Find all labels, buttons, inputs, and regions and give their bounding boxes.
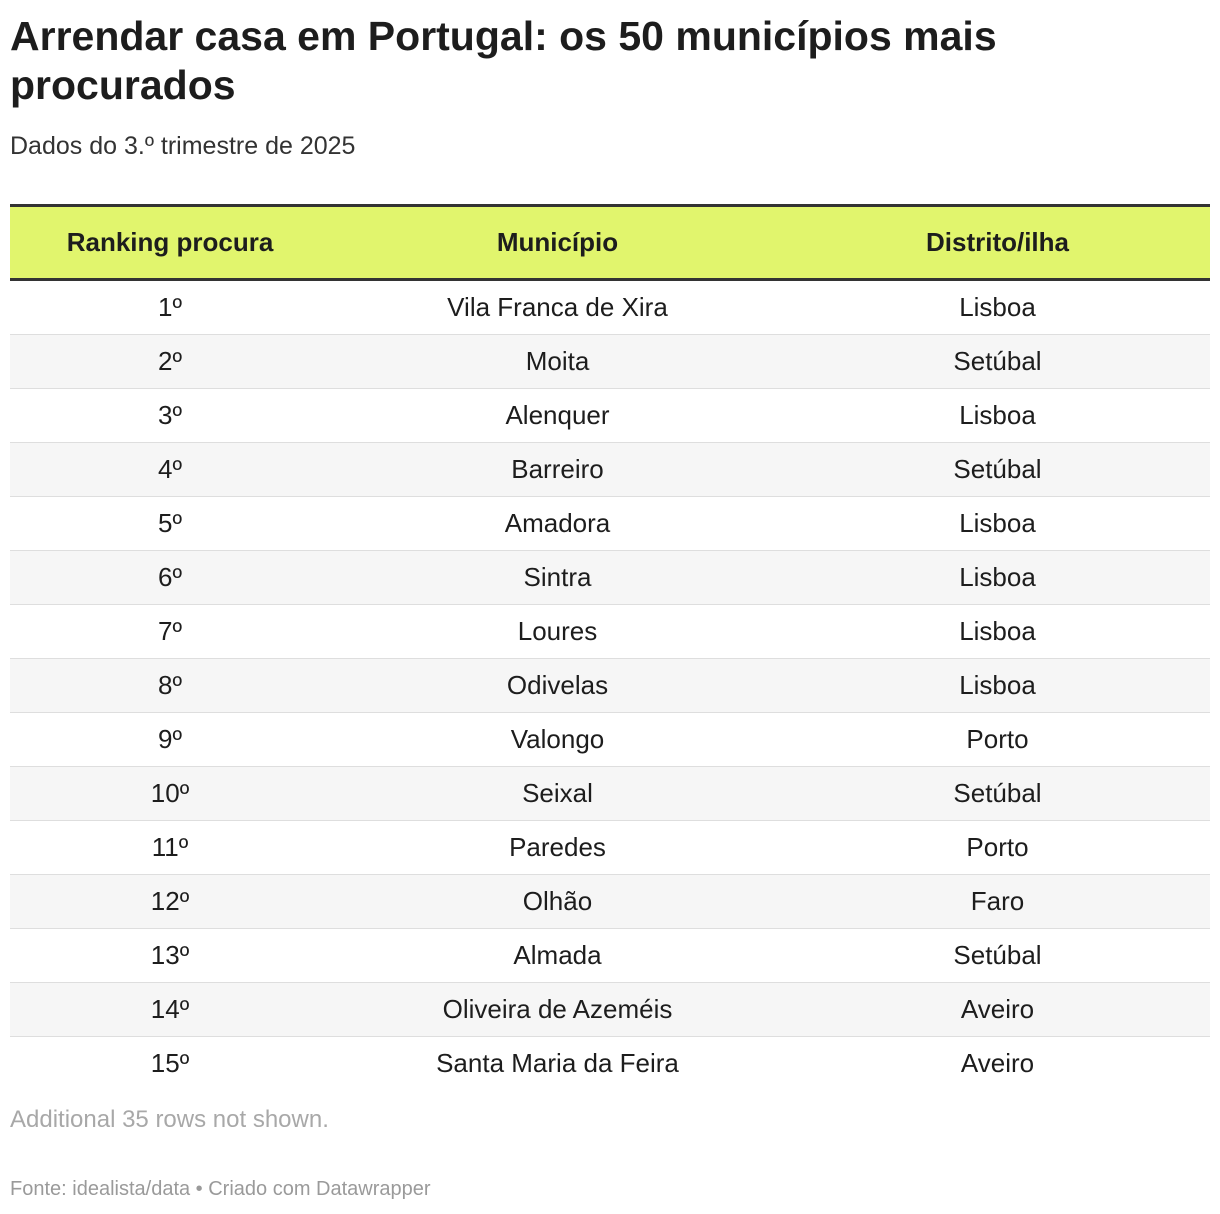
cell-distrito: Setúbal (953, 454, 1042, 484)
table-row: 8º Odivelas Lisboa (10, 659, 1210, 713)
cell-ranking: 8º (158, 670, 182, 700)
cell-ranking: 13º (150, 940, 190, 970)
cell-municipio: Oliveira de Azeméis (442, 994, 673, 1024)
header-ranking: Ranking procura (66, 227, 274, 257)
chart-subtitle: Dados do 3.º trimestre de 2025 (10, 132, 356, 160)
cell-ranking: 14º (150, 994, 190, 1024)
cell-ranking: 15º (150, 1048, 190, 1078)
cell-municipio: Alenquer (505, 400, 610, 430)
cell-municipio: Vila Franca de Xira (447, 292, 668, 322)
cell-municipio: Odivelas (506, 670, 609, 700)
cell-distrito: Setúbal (953, 940, 1042, 970)
table-row: 9º Valongo Porto (10, 713, 1210, 767)
cell-ranking: 6º (158, 562, 182, 592)
cell-distrito: Faro (970, 886, 1025, 916)
table-row: 3º Alenquer Lisboa (10, 389, 1210, 443)
table-row: 4º Barreiro Setúbal (10, 443, 1210, 497)
cell-municipio: Loures (517, 616, 598, 646)
cell-ranking: 2º (158, 346, 182, 376)
cell-ranking: 9º (158, 724, 182, 754)
table-row: 2º Moita Setúbal (10, 335, 1210, 389)
cell-ranking: 12º (150, 886, 190, 916)
table-row: 5º Amadora Lisboa (10, 497, 1210, 551)
cell-municipio: Seixal (522, 778, 593, 808)
cell-distrito: Aveiro (960, 994, 1035, 1024)
cell-ranking: 7º (158, 616, 182, 646)
cell-distrito: Porto (966, 724, 1029, 754)
table-row: 15º Santa Maria da Feira Aveiro (10, 1037, 1210, 1090)
table-row: 7º Loures Lisboa (10, 605, 1210, 659)
cell-municipio: Amadora (504, 508, 611, 538)
cell-distrito: Setúbal (953, 346, 1042, 376)
cell-distrito: Lisboa (959, 400, 1036, 430)
table-row: 13º Almada Setúbal (10, 929, 1210, 983)
rows-not-shown-note: Additional 35 rows not shown. (10, 1106, 329, 1133)
cell-municipio: Sintra (523, 562, 592, 592)
cell-distrito: Porto (966, 832, 1029, 862)
table-row: 1º Vila Franca de Xira Lisboa (10, 281, 1210, 335)
cell-distrito: Lisboa (959, 508, 1036, 538)
table-header: Ranking procura Município Distrito/ilha (10, 204, 1210, 281)
cell-municipio: Santa Maria da Feira (436, 1048, 679, 1078)
header-municipio: Município (496, 227, 619, 257)
cell-municipio: Moita (525, 346, 590, 376)
table-row: 14º Oliveira de Azeméis Aveiro (10, 983, 1210, 1037)
table-row: 10º Seixal Setúbal (10, 767, 1210, 821)
cell-ranking: 10º (150, 778, 190, 808)
chart-title: Arrendar casa em Portugal: os 50 municíp… (10, 13, 997, 108)
cell-distrito: Lisboa (959, 616, 1036, 646)
cell-distrito: Lisboa (959, 670, 1036, 700)
cell-municipio: Almada (513, 940, 602, 970)
cell-distrito: Lisboa (959, 562, 1036, 592)
cell-distrito: Lisboa (959, 292, 1036, 322)
source-footer: Fonte: idealista/data • Criado com Dataw… (10, 1178, 431, 1200)
cell-distrito: Setúbal (953, 778, 1042, 808)
cell-distrito: Aveiro (960, 1048, 1035, 1078)
cell-municipio: Valongo (510, 724, 605, 754)
table-row: 6º Sintra Lisboa (10, 551, 1210, 605)
table-row: 11º Paredes Porto (10, 821, 1210, 875)
cell-ranking: 11º (151, 832, 189, 862)
cell-ranking: 3º (158, 400, 182, 430)
cell-ranking: 4º (158, 454, 182, 484)
header-distrito: Distrito/ilha (925, 227, 1069, 257)
cell-municipio: Olhão (522, 886, 593, 916)
cell-ranking: 5º (158, 508, 182, 538)
ranking-table: Ranking procura Município Distrito/ilha … (10, 204, 1210, 1090)
table-row: 12º Olhão Faro (10, 875, 1210, 929)
cell-municipio: Barreiro (511, 454, 604, 484)
cell-municipio: Paredes (509, 832, 606, 862)
cell-ranking: 1º (158, 292, 182, 322)
